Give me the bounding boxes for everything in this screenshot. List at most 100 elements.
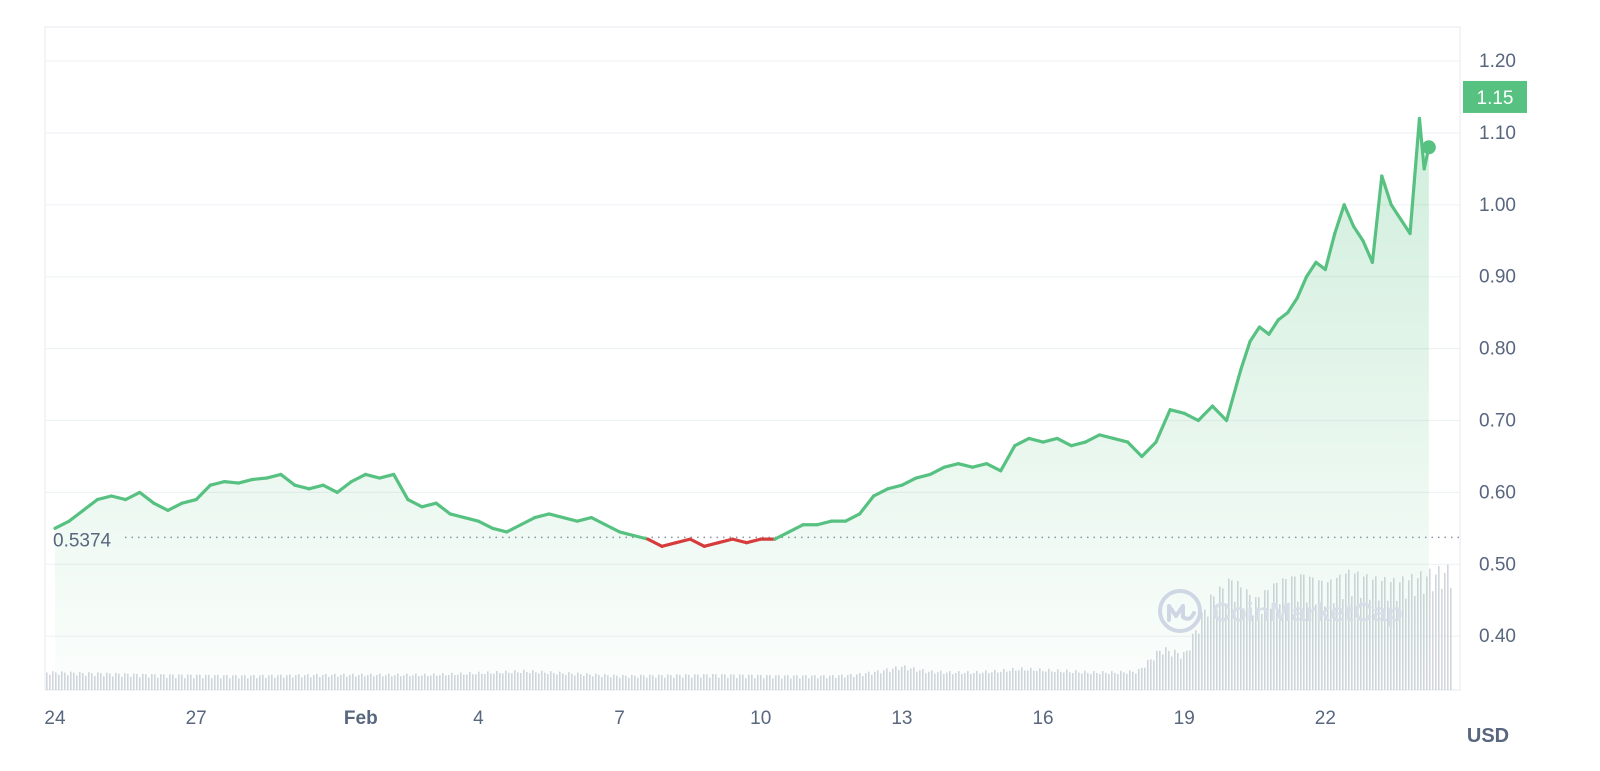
y-tick-label: 0.90 (1479, 267, 1516, 288)
price-segment (815, 519, 833, 527)
y-tick-label: 0.80 (1479, 339, 1516, 360)
price-segment (773, 530, 791, 541)
price-segment (1239, 339, 1252, 372)
price-segment (53, 519, 71, 530)
y-tick-label: 0.40 (1479, 626, 1516, 647)
price-segment (999, 444, 1017, 473)
price-segment (872, 487, 890, 498)
price-segment (335, 480, 354, 494)
price-segment (984, 462, 1003, 473)
price-segment (251, 476, 269, 482)
price-segment (1361, 239, 1375, 264)
price-segment (702, 541, 721, 548)
x-tick-label: 7 (614, 708, 625, 729)
x-axis: 24 27 Feb 4 7 10 13 16 19 22 (44, 708, 1335, 729)
price-segment (1314, 260, 1327, 272)
y-tick-label: 0.50 (1479, 554, 1516, 575)
price-segment (307, 483, 325, 491)
price-segment (1333, 203, 1346, 236)
price-segment (81, 497, 99, 512)
price-segment (956, 462, 975, 469)
price-segment (1027, 436, 1045, 444)
y-tick-label: 0.60 (1479, 482, 1516, 503)
price-segment (1055, 436, 1073, 448)
price-segment (95, 494, 114, 502)
volume-bar (1438, 566, 1440, 690)
price-segment (1351, 224, 1365, 243)
price-segment (1083, 433, 1102, 444)
volume-bar (52, 671, 54, 690)
price-segment (321, 483, 339, 494)
price-segment (1168, 408, 1186, 415)
price-segment (208, 480, 226, 487)
volume-bar (1450, 587, 1452, 690)
volume-bar (49, 674, 51, 690)
price-segment (265, 472, 283, 480)
price-segment (1097, 433, 1116, 441)
price-segment (1380, 174, 1393, 207)
volume-bar (1435, 574, 1437, 690)
volume-bar (1447, 564, 1449, 690)
price-segment (1126, 440, 1144, 459)
x-tick-label: 22 (1315, 708, 1336, 729)
price-segment (109, 494, 128, 502)
price-segment (349, 472, 368, 484)
current-price: 1.15 (1421, 80, 1527, 155)
y-tick-label: 1.20 (1479, 51, 1516, 72)
price-segment (434, 501, 452, 516)
volume-bar (1429, 568, 1431, 690)
price-segment (1267, 318, 1280, 336)
price-segment (1323, 231, 1337, 272)
price-segment (900, 476, 918, 487)
price-segment (1342, 203, 1356, 228)
price-segment (730, 537, 749, 545)
price-segment (67, 508, 85, 523)
x-tick-label: 27 (186, 708, 207, 729)
price-segment (138, 490, 156, 505)
price-segment (886, 483, 904, 491)
price-segment (646, 537, 664, 548)
price-segment (928, 465, 946, 477)
x-tick-label: 24 (44, 708, 66, 729)
price-segment (1417, 116, 1426, 171)
price-segment (420, 501, 438, 509)
volume-bar (1432, 591, 1434, 690)
x-tick-label: 10 (750, 708, 771, 729)
price-segment (1248, 325, 1262, 344)
volume-bar (1444, 572, 1446, 690)
price-segment (1286, 296, 1299, 315)
price-segment (448, 512, 466, 520)
area-fill (55, 118, 1429, 690)
y-tick-label: 0.70 (1479, 411, 1516, 432)
baseline: 0.5374 (53, 530, 1460, 551)
price-segment (575, 515, 593, 523)
price-segment (1154, 408, 1172, 444)
price-segment (1370, 174, 1384, 264)
price-segment (674, 537, 692, 545)
price-segment (152, 501, 170, 512)
price-segment (1276, 311, 1290, 322)
baseline-label: 0.5374 (53, 530, 112, 551)
current-price-tag (1463, 80, 1527, 113)
current-price-label: 1.15 (1477, 88, 1514, 109)
price-segment (1257, 325, 1271, 336)
price-segment (279, 472, 297, 487)
price-segment (406, 497, 424, 509)
coinmarketcap-logo-icon (1158, 589, 1202, 633)
y-tick-label: 1.00 (1479, 195, 1516, 216)
x-tick-label: 16 (1032, 708, 1053, 729)
price-segment (787, 523, 805, 534)
price-segment (660, 541, 678, 548)
price-segment (942, 462, 960, 469)
watermark-text: CoinMarketCap (1212, 597, 1403, 627)
price-segment (632, 533, 650, 541)
price-segment (1389, 203, 1403, 221)
price-segment (970, 462, 989, 469)
current-point (1421, 140, 1436, 155)
price-segment (236, 477, 255, 485)
price-segment (1182, 411, 1200, 423)
x-tick-label: 13 (891, 708, 912, 729)
price-segment (363, 472, 382, 480)
price-segment (1210, 404, 1229, 423)
